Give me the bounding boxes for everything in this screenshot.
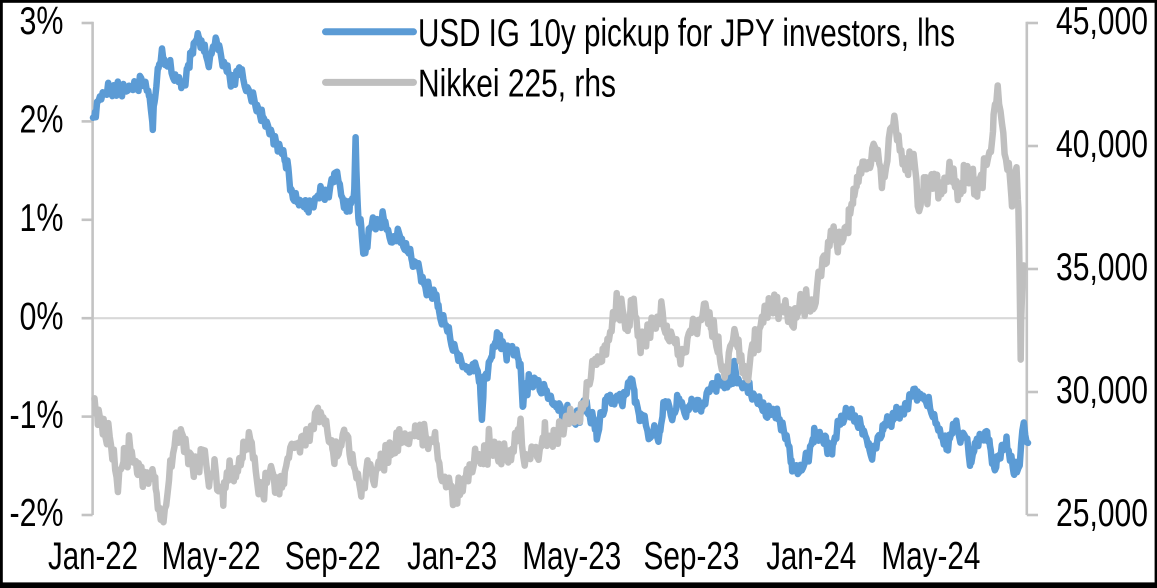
svg-text:-1%: -1% [10, 394, 64, 437]
svg-text:30,000: 30,000 [1056, 369, 1148, 412]
svg-text:Sep-22: Sep-22 [285, 535, 381, 578]
svg-text:0%: 0% [20, 295, 64, 338]
svg-text:3%: 3% [20, 0, 64, 43]
svg-text:May-22: May-22 [162, 535, 261, 578]
svg-text:1%: 1% [20, 197, 64, 240]
svg-text:Jan-23: Jan-23 [407, 535, 497, 578]
svg-text:35,000: 35,000 [1056, 246, 1148, 289]
svg-text:-2%: -2% [10, 492, 64, 535]
svg-text:2%: 2% [20, 99, 64, 142]
svg-text:May-24: May-24 [881, 535, 980, 578]
svg-text:Jan-24: Jan-24 [766, 535, 856, 578]
svg-text:25,000: 25,000 [1056, 492, 1148, 535]
svg-text:USD IG 10y pickup for JPY inve: USD IG 10y pickup for JPY investors, lhs [418, 12, 955, 55]
svg-text:Nikkei 225, rhs: Nikkei 225, rhs [418, 63, 616, 106]
svg-text:May-23: May-23 [522, 535, 621, 578]
svg-text:Jan-22: Jan-22 [48, 535, 138, 578]
svg-text:40,000: 40,000 [1056, 123, 1148, 166]
svg-text:Sep-23: Sep-23 [644, 535, 740, 578]
svg-text:45,000: 45,000 [1056, 0, 1148, 43]
